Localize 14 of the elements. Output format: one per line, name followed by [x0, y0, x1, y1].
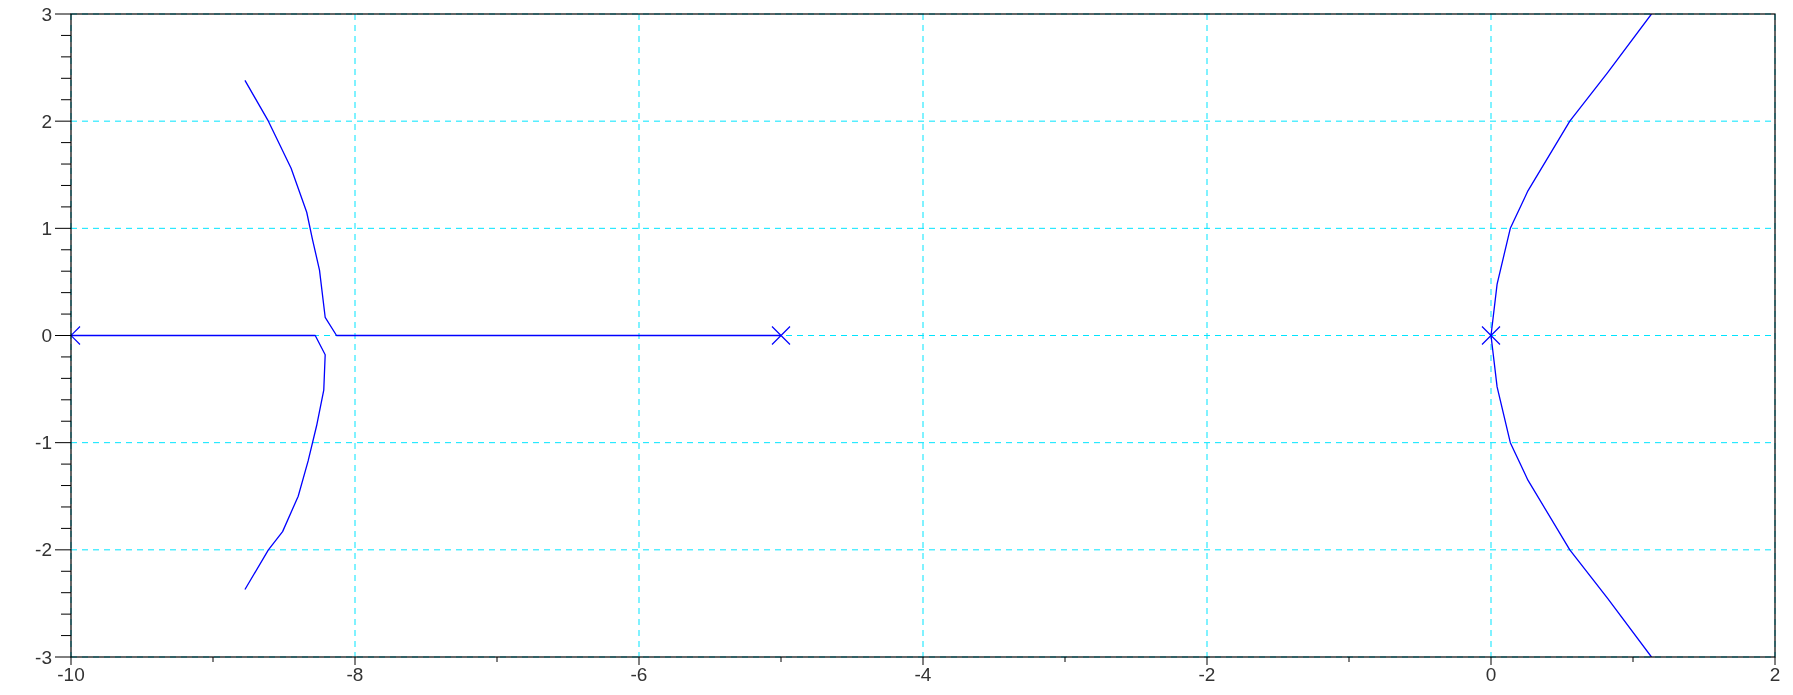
- x-tick-label: -2: [1198, 664, 1216, 685]
- y-tick-label: 3: [41, 3, 52, 25]
- x-tick-label: 0: [1485, 664, 1497, 685]
- x-tick-label: -10: [57, 664, 85, 685]
- x-tick-label: -4: [914, 664, 932, 685]
- y-tick-label: -2: [35, 539, 52, 561]
- y-tick-label: 0: [41, 325, 52, 347]
- y-tick-label: 2: [41, 110, 52, 132]
- x-tick-label: -8: [346, 664, 364, 685]
- x-tick-label: -6: [630, 664, 648, 685]
- x-tick-label: 2: [1769, 664, 1781, 685]
- y-tick-label: -1: [35, 432, 52, 454]
- y-tick-label: -3: [35, 646, 52, 668]
- y-tick-label: 1: [41, 217, 52, 239]
